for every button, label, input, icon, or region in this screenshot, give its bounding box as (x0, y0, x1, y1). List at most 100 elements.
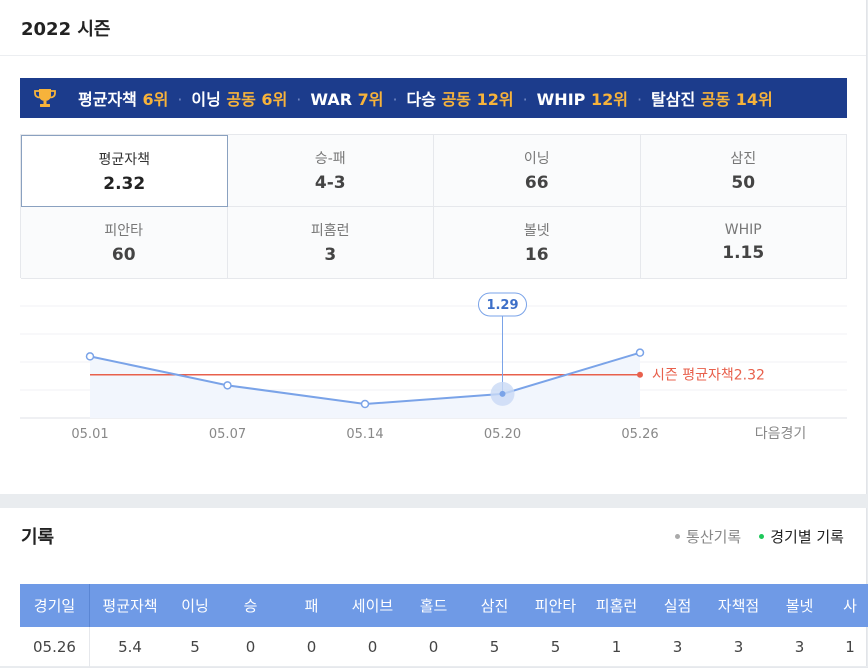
rank-label: WAR (310, 90, 358, 109)
column-header[interactable]: 패 (281, 584, 342, 627)
stat-label: 평균자책 (98, 151, 151, 168)
rank-value: 공동 12위 (441, 90, 514, 109)
stat-cell[interactable]: 승-패 4-3 (227, 135, 434, 207)
toggle-label: 경기별 기록 (770, 527, 844, 546)
data-point (635, 348, 645, 357)
toggle-label: 통산기록 (686, 527, 742, 546)
column-header[interactable]: 볼넷 (769, 584, 830, 627)
rank-item: WAR 7위 (310, 90, 383, 109)
column-header[interactable]: 사 (830, 584, 868, 627)
column-header[interactable]: 자책점 (708, 584, 769, 627)
toggle-dot-icon (759, 533, 765, 539)
stat-label: 피안타 (104, 223, 144, 239)
table-cell: 1 (830, 627, 868, 668)
column-header[interactable]: 피홈런 (586, 584, 647, 627)
stat-value: 3 (324, 245, 337, 265)
data-point (223, 381, 232, 390)
rank-value: 공동 14위 (700, 90, 773, 109)
x-tick-label: 05.26 (621, 427, 658, 442)
next-game-label: 다음경기 (755, 426, 807, 442)
column-header[interactable]: 실점 (647, 584, 708, 627)
table-cell: 5 (464, 627, 525, 668)
rank-separator: · (522, 90, 528, 109)
stat-value: 4-3 (314, 173, 346, 193)
rank-item: 평균자책 6위 (78, 90, 168, 109)
rank-label: 탈삼진 (651, 90, 701, 109)
records-toggle-option[interactable]: 경기별 기록 (759, 526, 844, 547)
table-cell: 05.26 (20, 627, 90, 668)
stat-label: WHIP (724, 222, 762, 238)
table-cell: 0 (220, 627, 281, 668)
rank-separator: · (296, 90, 302, 109)
season-era-reference-dot (637, 371, 643, 378)
toggle-dot-icon (675, 533, 681, 539)
rank-list: 평균자책 6위 · 이닝 공동 6위 · WAR 7위 · 다승 공동 12위 · WHIP 1… (78, 86, 773, 110)
highlight-label-bubble (478, 292, 527, 317)
rank-item: 탈삼진 공동 14위 (651, 90, 773, 109)
column-header[interactable]: 경기일 (20, 584, 90, 627)
stat-value: 66 (524, 173, 549, 193)
rank-bar: 평균자책 6위 · 이닝 공동 6위 · WAR 7위 · 다승 공동 12위 · WHIP 1… (20, 78, 847, 118)
rank-label: 다승 (406, 90, 442, 109)
season-card: 2022 시즌 평균자책 6위 · 이닝 공동 6위 · WAR 7위 · 다승 공동 12… (0, 0, 867, 494)
trophy-icon (32, 85, 58, 111)
records-toggle-option[interactable]: 통산기록 (675, 526, 741, 547)
column-header[interactable]: 홀드 (403, 584, 464, 627)
column-header[interactable]: 피안타 (525, 584, 586, 627)
rank-separator: · (392, 90, 398, 109)
season-header: 2022 시즌 (0, 0, 866, 56)
era-trend-chart: 시즌 평균자책2.32 1.29 05.01 05.07 05.14 05.20 05.… (20, 292, 847, 442)
stat-label: 볼넷 (523, 223, 550, 239)
stat-cell[interactable]: 피홈런 3 (227, 207, 434, 279)
stat-label: 이닝 (523, 151, 550, 167)
stat-cell[interactable]: 피안타 60 (21, 207, 228, 279)
stat-cell[interactable]: WHIP 1.15 (640, 207, 847, 279)
stat-cell[interactable]: 이닝 66 (434, 135, 641, 207)
table-cell: 5.4 (89, 627, 170, 668)
stat-label: 승-패 (314, 151, 346, 167)
x-tick-label: 05.01 (71, 427, 108, 442)
stat-label: 삼진 (730, 151, 757, 167)
table-header-row: 경기일 평균자책 이닝 승 패 세이브 홀드 삼진 피안타 피홈런 실점 자책점 볼넷 사 (20, 584, 868, 627)
data-point (360, 399, 370, 409)
rank-item: 다승 공동 12위 (407, 90, 514, 109)
column-header[interactable]: 세이브 (342, 584, 403, 627)
records-card: 기록 통산기록 경기별 기록 경기일 평균자책 이닝 승 패 세이브 홀드 삼진 피안타 피홈런 실점… (0, 508, 868, 668)
x-tick-label: 05.14 (346, 427, 383, 442)
column-header[interactable]: 삼진 (464, 584, 525, 627)
rank-label: 이닝 (191, 90, 227, 109)
rank-item: 이닝 공동 6위 (191, 90, 287, 109)
table-cell: 5 (170, 627, 220, 668)
season-era-reference-label: 시즌 평균자책2.32 (652, 368, 765, 384)
stat-value: 2.32 (103, 173, 146, 194)
stat-cell[interactable]: 삼진 50 (640, 135, 847, 207)
column-header[interactable]: 승 (220, 584, 281, 627)
game-log-table: 경기일 평균자책 이닝 승 패 세이브 홀드 삼진 피안타 피홈런 실점 자책점 볼넷 사 05.26 5.… (20, 584, 868, 668)
table-cell: 5 (525, 627, 586, 668)
stat-grid: 평균자책 2.32 승-패 4-3 이닝 66 삼진 50 피안타 60 피홈런 3 볼넷 16 WHIP 1… (20, 134, 847, 279)
rank-item: WHIP 12위 (537, 90, 628, 109)
stat-cell[interactable]: 평균자책 2.32 (21, 135, 228, 207)
table-cell: 0 (281, 627, 342, 668)
stat-cell[interactable]: 볼넷 16 (434, 207, 641, 279)
records-header: 기록 통산기록 경기별 기록 (0, 508, 866, 564)
stat-value: 50 (731, 173, 756, 193)
rank-separator: · (636, 90, 643, 109)
season-title: 2022 시즌 (21, 18, 111, 40)
table-cell: 3 (769, 627, 830, 668)
highlight-value-label: 1.29 (486, 298, 518, 313)
table-cell: 0 (342, 627, 403, 668)
rank-value: 6위 (142, 90, 169, 109)
column-header[interactable]: 평균자책 (89, 584, 170, 627)
column-header[interactable]: 이닝 (170, 584, 220, 627)
table-cell: 3 (708, 627, 769, 668)
stat-value: 60 (111, 245, 136, 265)
rank-value: 7위 (357, 90, 384, 109)
x-tick-label: 05.07 (209, 427, 246, 442)
records-title: 기록 (21, 527, 55, 548)
stat-value: 16 (524, 245, 549, 265)
table-cell: 1 (586, 627, 647, 668)
table-cell: 0 (403, 627, 464, 668)
x-tick-label: 05.20 (484, 427, 521, 442)
stat-label: 피홈런 (310, 223, 350, 239)
